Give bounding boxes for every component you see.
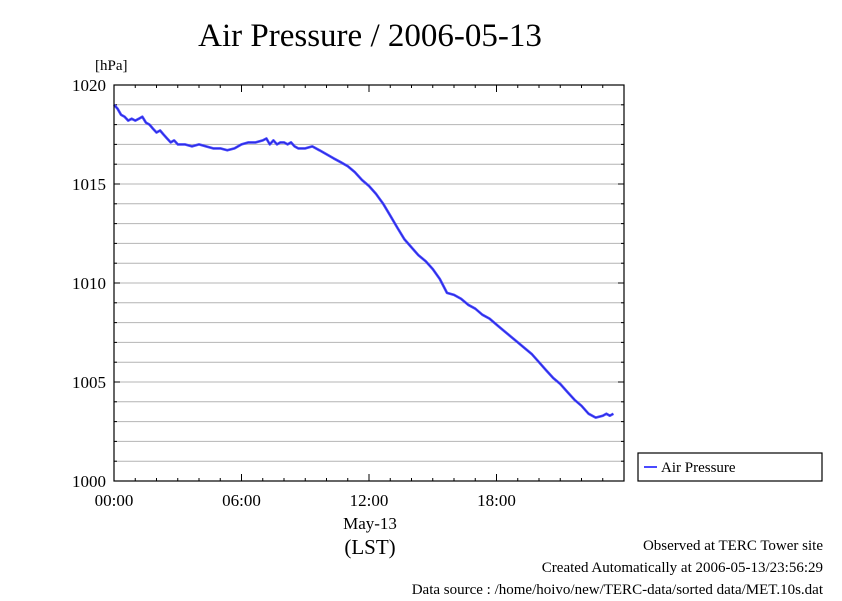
legend: Air Pressure <box>637 452 823 482</box>
x-axis-date-label: May-13 <box>343 514 397 533</box>
y-axis-unit-label: [hPa] <box>95 58 128 74</box>
y-tick-label: 1000 <box>72 472 106 491</box>
plot-frame <box>113 84 625 482</box>
y-tick-label: 1020 <box>72 76 106 95</box>
chart-title: Air Pressure / 2006-05-13 <box>198 18 542 54</box>
legend-box <box>637 452 823 482</box>
footer-created: Created Automatically at 2006-05-13/23:5… <box>541 560 823 576</box>
grid-lines <box>114 104 624 462</box>
x-axis-ticks: 00:00 06:00 12:00 18:00 <box>95 85 625 510</box>
x-tick-label: 12:00 <box>350 491 389 510</box>
y-tick-label: 1010 <box>72 274 106 293</box>
y-tick-label: 1005 <box>72 373 106 392</box>
x-axis-unit-label: (LST) <box>344 535 395 559</box>
legend-label: Air Pressure <box>661 460 736 476</box>
series-line-air-pressure-core <box>113 104 614 419</box>
x-tick-label: 00:00 <box>95 491 134 510</box>
series-line-air-pressure <box>113 103 615 419</box>
footer-site: Observed at TERC Tower site <box>642 538 823 554</box>
x-tick-label: 06:00 <box>222 491 261 510</box>
x-tick-label: 18:00 <box>477 491 516 510</box>
series-layer <box>113 103 615 419</box>
footer-source: Data source : /home/hoivo/new/TERC-data/… <box>411 582 823 598</box>
y-tick-label: 1015 <box>72 175 106 194</box>
